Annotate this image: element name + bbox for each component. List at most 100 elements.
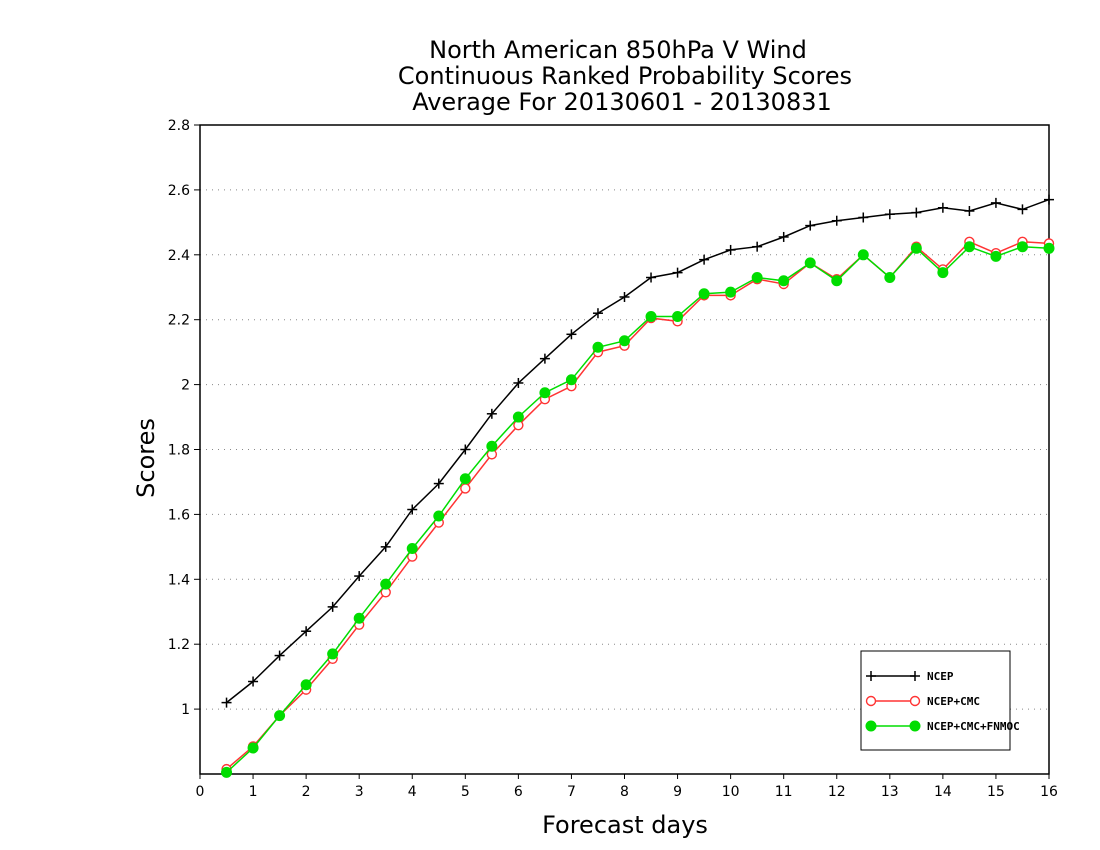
chart-title: North American 850hPa V Wind Continuous … [398, 36, 852, 116]
gridlines [200, 189, 1049, 710]
legend-label: NCEP+CMC+FNMOC [927, 720, 1020, 733]
data-point [301, 626, 312, 637]
data-point [672, 310, 684, 322]
data-point [380, 578, 392, 590]
x-tick-label: 3 [355, 784, 364, 800]
data-point [380, 541, 391, 552]
data-point [274, 650, 285, 661]
legend-entry: NCEP [866, 670, 954, 683]
data-point [964, 205, 975, 216]
x-tick-label: 6 [514, 784, 523, 800]
data-point [858, 212, 869, 223]
data-point [884, 209, 895, 220]
data-point [645, 310, 657, 322]
data-point [751, 272, 763, 284]
data-point [248, 676, 259, 687]
data-point [725, 286, 737, 298]
x-tick-label: 10 [722, 784, 740, 800]
y-tick-label: 2 [181, 378, 190, 394]
data-point [619, 335, 630, 347]
y-tick-label: 2.2 [168, 313, 190, 329]
legend-marker [865, 720, 877, 732]
legend-marker [909, 695, 921, 707]
data-point [752, 241, 763, 252]
data-point [433, 510, 445, 522]
data-point [911, 207, 922, 218]
data-point [539, 387, 551, 399]
data-point [327, 601, 338, 612]
x-tick-label: 16 [1040, 784, 1058, 800]
x-tick-label: 15 [987, 784, 1005, 800]
data-point [460, 483, 471, 494]
data-point [539, 353, 550, 364]
data-point [486, 440, 498, 452]
data-point [725, 244, 736, 255]
series-line [225, 245, 1050, 773]
series-line [226, 198, 1050, 704]
data-point [990, 197, 1001, 208]
series-ncep [221, 194, 1054, 708]
y-axis: 1 1.2 1.4 1.6 1.8 2 2.2 2.4 2.6 2.8 [168, 118, 200, 718]
data-point [274, 710, 286, 722]
data-point [566, 329, 577, 340]
data-point [592, 341, 604, 353]
data-point [407, 504, 418, 515]
legend-entry: NCEP+CMC+FNMOC [865, 720, 1020, 733]
data-point [1017, 204, 1028, 215]
data-point [804, 257, 816, 269]
data-point [565, 374, 577, 386]
y-tick-label: 1.8 [168, 443, 190, 459]
legend-marker [910, 671, 920, 681]
data-point [353, 612, 365, 624]
data-point [857, 249, 869, 261]
data-point [1044, 194, 1054, 205]
chart-title-line-3: Average For 20130601 - 20130831 [412, 88, 832, 116]
legend-label: NCEP+CMC [927, 695, 980, 708]
data-point [699, 254, 710, 265]
y-axis-label: Scores [132, 418, 160, 498]
data-point [646, 272, 657, 283]
y-tick-label: 1.4 [168, 572, 190, 588]
data-point [459, 473, 471, 485]
y-tick-label: 1.6 [168, 507, 190, 523]
data-point [460, 444, 471, 455]
data-point [831, 215, 842, 226]
x-axis-label: Forecast days [542, 811, 708, 839]
x-tick-label: 9 [673, 784, 682, 800]
data-point [592, 308, 603, 319]
data-point [327, 648, 339, 660]
data-point [512, 411, 524, 423]
y-tick-label: 1.2 [168, 637, 190, 653]
legend: NCEP NCEP+CMC NCEP+CMC+FNMOC [860, 650, 1020, 751]
chart-title-line-1: North American 850hPa V Wind [429, 36, 807, 64]
x-tick-label: 12 [828, 784, 846, 800]
x-tick-label: 11 [775, 784, 793, 800]
x-tick-label: 13 [881, 784, 899, 800]
data-point [486, 408, 497, 419]
data-point [221, 766, 233, 778]
data-point [300, 679, 312, 691]
data-point [884, 272, 896, 284]
series-layer [221, 194, 1055, 778]
data-point [698, 288, 710, 300]
y-tick-label: 1 [181, 702, 190, 718]
data-point [937, 202, 948, 213]
x-tick-label: 7 [567, 784, 576, 800]
data-point [937, 267, 949, 279]
y-tick-label: 2.6 [168, 183, 190, 199]
legend-marker [865, 695, 877, 707]
data-point [990, 250, 1002, 262]
legend-marker [909, 720, 921, 732]
data-point [805, 220, 816, 231]
data-point [778, 231, 789, 242]
data-point [831, 275, 843, 287]
legend-marker [866, 671, 876, 681]
x-tick-label: 5 [461, 784, 470, 800]
data-point [354, 571, 365, 582]
data-point [672, 267, 683, 278]
x-tick-label: 8 [620, 784, 629, 800]
x-tick-label: 14 [934, 784, 952, 800]
data-point [910, 242, 922, 254]
y-tick-label: 2.8 [168, 118, 190, 134]
data-point [1043, 242, 1055, 254]
